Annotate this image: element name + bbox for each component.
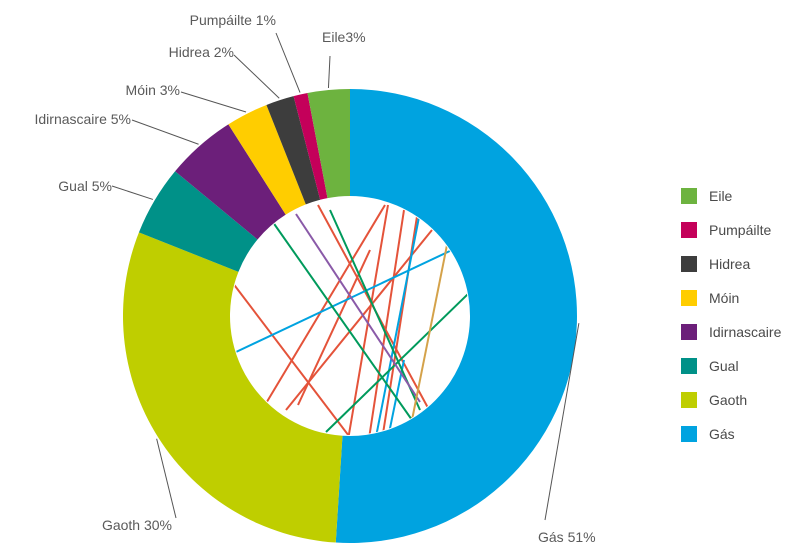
slice-moin (228, 104, 306, 215)
inner-line (381, 209, 419, 435)
legend-swatch (681, 188, 697, 204)
slice-pumpailte (293, 93, 328, 200)
legend-item-eile: Eile (681, 188, 733, 204)
slice-gual (138, 171, 258, 272)
callout-labels: Gás 51% Gaoth 30% Gual 5% Idirnascaire 5% Mó… (35, 12, 596, 545)
legend-item-gas: Gás (681, 426, 735, 442)
legend-label: Móin (709, 290, 739, 306)
callout-label-moin: Móin 3% (126, 82, 180, 98)
inner-line (409, 239, 449, 431)
legend-label: Gaoth (709, 392, 747, 408)
legend-label: Eile (709, 188, 733, 204)
legend-swatch (681, 222, 697, 238)
leader-line-idirnascaire (131, 119, 199, 145)
legend-label: Gás (709, 426, 735, 442)
legend-label: Pumpáilte (709, 222, 771, 238)
callout-label-gual: Gual 5% (58, 178, 112, 194)
callout-label-eile: Eile3% (322, 29, 366, 45)
callout-label-pumpailte: Pumpáilte 1% (190, 12, 276, 28)
legend: Eile Pumpáilte Hidrea Móin Idirnascaire Gual G… (681, 188, 782, 442)
leader-line-gual (111, 185, 154, 200)
callout-label-idirnascaire: Idirnascaire 5% (35, 111, 132, 127)
donut-slices (123, 89, 578, 543)
inner-line (297, 249, 371, 406)
leader-line-gaoth (156, 438, 177, 519)
legend-swatch (681, 324, 697, 340)
inner-line (295, 213, 421, 403)
legend-item-gaoth: Gaoth (681, 392, 747, 408)
legend-item-gual: Gual (681, 358, 739, 374)
legend-item-hidrea: Hidrea (681, 256, 750, 272)
inner-line (329, 209, 421, 411)
inner-line (261, 204, 386, 411)
legend-swatch (681, 290, 697, 306)
leader-line-eile (327, 55, 331, 89)
inner-line (269, 217, 413, 421)
callout-label-gaoth: Gaoth 30% (102, 517, 172, 533)
inner-line (235, 249, 453, 353)
slice-idirnascaire (175, 124, 286, 240)
callout-label-hidrea: Hidrea 2% (169, 44, 234, 60)
leader-line-gas (544, 323, 580, 521)
slice-gas (335, 89, 578, 543)
leader-line-hidrea (233, 54, 280, 99)
legend-swatch (681, 426, 697, 442)
legend-item-pumpailte: Pumpáilte (681, 222, 771, 238)
inner-line (374, 211, 421, 435)
legend-label: Gual (709, 358, 739, 374)
leader-line-moin (180, 91, 247, 113)
legend-item-moin: Móin (681, 290, 739, 306)
inner-line-pattern (231, 204, 469, 435)
donut-center (231, 204, 469, 435)
legend-label: Hidrea (709, 256, 750, 272)
legend-swatch (681, 358, 697, 374)
callout-label-gas: Gás 51% (538, 529, 596, 545)
slice-eile (307, 89, 350, 199)
legend-swatch (681, 392, 697, 408)
slice-hidrea (266, 96, 321, 205)
legend-label: Idirnascaire (709, 324, 782, 340)
legend-item-idirnascaire: Idirnascaire (681, 324, 782, 340)
slice-gaoth (123, 232, 343, 543)
inner-line (367, 209, 405, 435)
legend-swatch (681, 256, 697, 272)
leader-line-pumpailte (275, 32, 301, 93)
